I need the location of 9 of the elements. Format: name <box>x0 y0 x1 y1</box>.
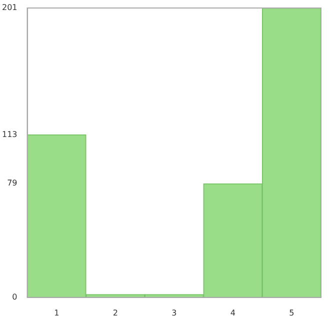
y-tick-label: 0 <box>12 292 18 302</box>
x-tick-label: 5 <box>289 308 294 318</box>
x-tick-label: 1 <box>54 308 60 318</box>
y-tick-label: 201 <box>2 3 18 12</box>
x-tick-label: 2 <box>112 308 118 318</box>
x-tick-label: 4 <box>230 308 236 318</box>
y-tick-label: 113 <box>2 130 18 139</box>
y-tick-label: 79 <box>7 178 18 188</box>
x-tick-label: 3 <box>172 308 177 318</box>
